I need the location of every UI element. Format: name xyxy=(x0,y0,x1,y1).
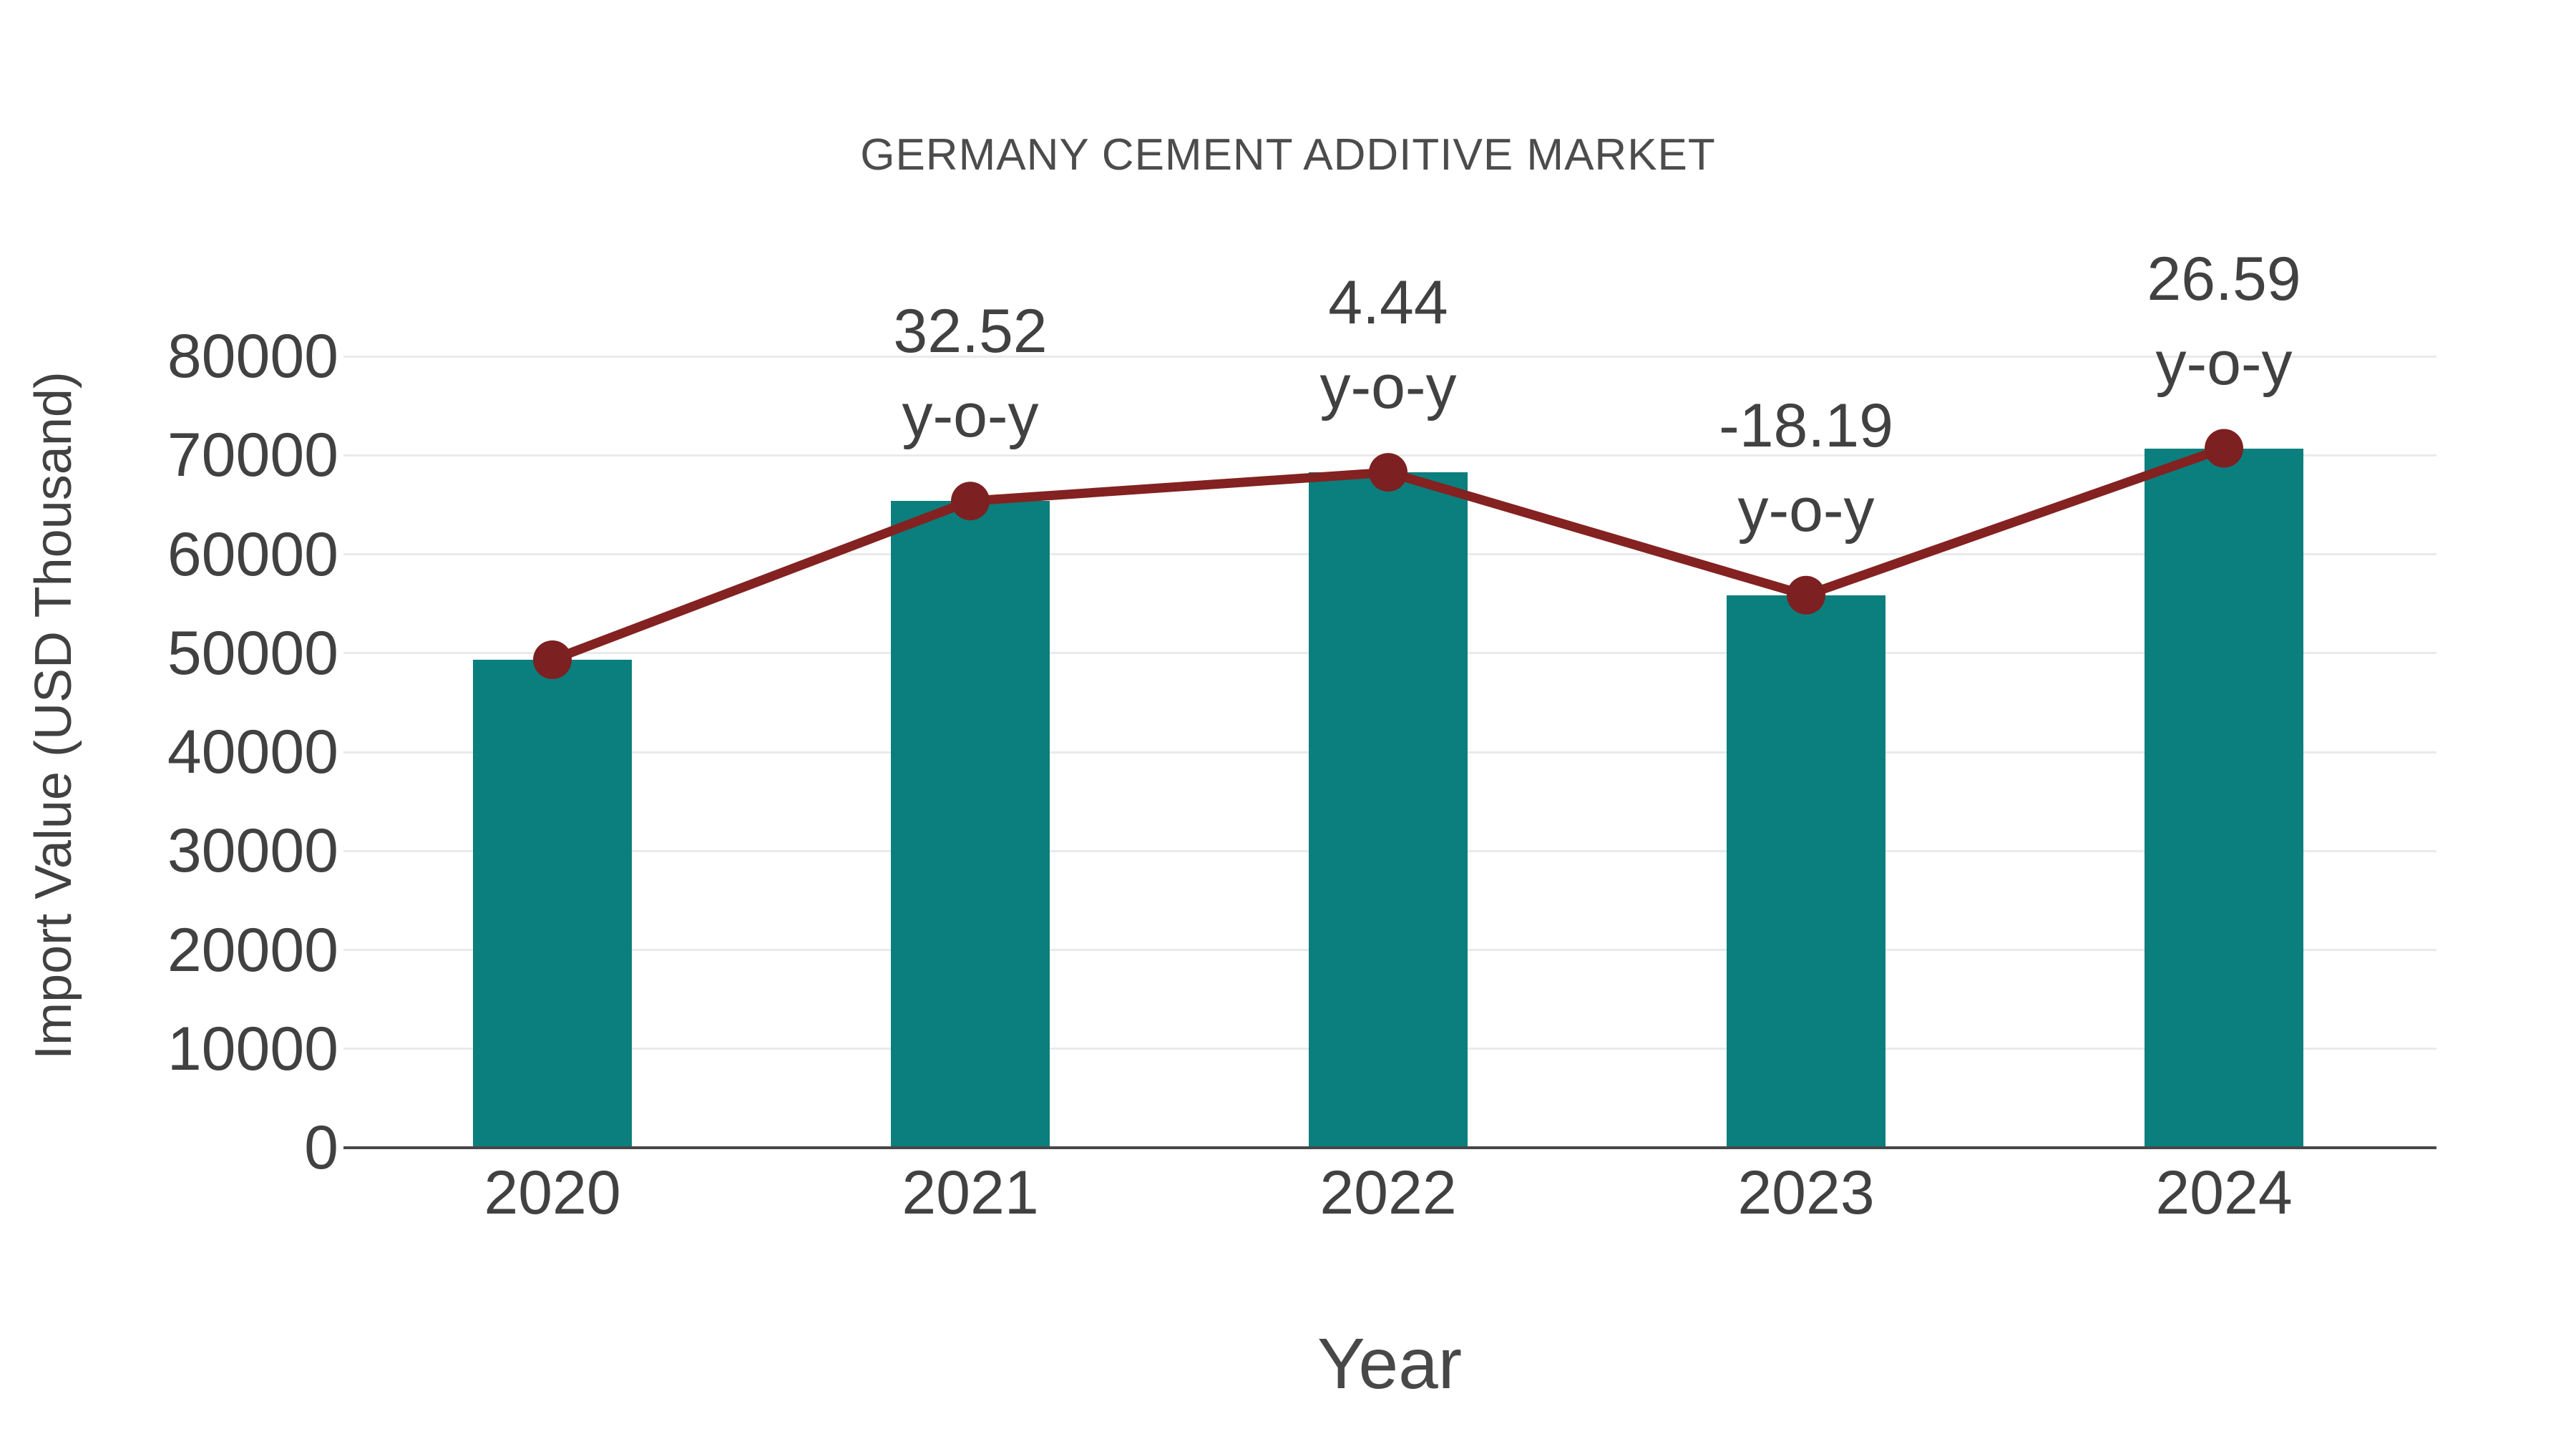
x-tick-label-2024: 2024 xyxy=(2155,1158,2293,1227)
yoy-suffix: y-o-y xyxy=(1319,353,1457,422)
yoy-value: 26.59 xyxy=(2147,244,2301,313)
trend-marker-2023 xyxy=(1787,575,1825,615)
yoy-value: -18.19 xyxy=(1719,391,1893,460)
x-tick-label-2023: 2023 xyxy=(1737,1158,1875,1227)
yoy-annotation-2024: 26.59 y-o-y xyxy=(2147,237,2301,406)
y-tick-label: 30000 xyxy=(167,816,338,886)
yoy-annotation-2022: 4.44 y-o-y xyxy=(1319,260,1456,429)
yoy-suffix: y-o-y xyxy=(902,381,1039,451)
yoy-suffix: y-o-y xyxy=(2155,328,2293,398)
yoy-value: 32.52 xyxy=(893,297,1048,366)
yoy-annotation-2023: -18.19 y-o-y xyxy=(1719,384,1893,552)
y-tick-label: 10000 xyxy=(167,1014,338,1083)
yoy-suffix: y-o-y xyxy=(1737,475,1875,545)
y-tick-label: 80000 xyxy=(167,322,338,391)
x-tick-label-2020: 2020 xyxy=(484,1158,621,1227)
trend-marker-2022 xyxy=(1369,453,1407,492)
bar-2022 xyxy=(1309,472,1468,1146)
yoy-value: 4.44 xyxy=(1328,268,1448,338)
x-axis-line xyxy=(343,1146,2436,1149)
x-tick-label-2021: 2021 xyxy=(902,1158,1039,1227)
x-tick-label-2022: 2022 xyxy=(1319,1158,1457,1227)
trend-marker-2021 xyxy=(951,482,990,521)
x-axis-title: Year xyxy=(1317,1324,1463,1404)
bar-2024 xyxy=(2145,448,2303,1146)
chart-title: GERMANY CEMENT ADDITIVE MARKET xyxy=(860,130,1716,180)
trend-marker-2020 xyxy=(533,640,572,679)
y-tick-label: 20000 xyxy=(167,915,338,985)
y-tick-label: 50000 xyxy=(167,618,338,688)
trend-marker-2024 xyxy=(2205,429,2243,468)
bar-2023 xyxy=(1727,595,1885,1146)
y-tick-label: 60000 xyxy=(167,519,338,589)
bar-2021 xyxy=(891,501,1050,1146)
y-tick-label: 70000 xyxy=(167,421,338,490)
gridline xyxy=(343,355,2436,358)
yoy-annotation-2021: 32.52 y-o-y xyxy=(893,289,1047,458)
y-tick-label: 40000 xyxy=(167,718,338,786)
y-tick-label: 0 xyxy=(304,1113,338,1182)
bar-2020 xyxy=(473,660,632,1146)
